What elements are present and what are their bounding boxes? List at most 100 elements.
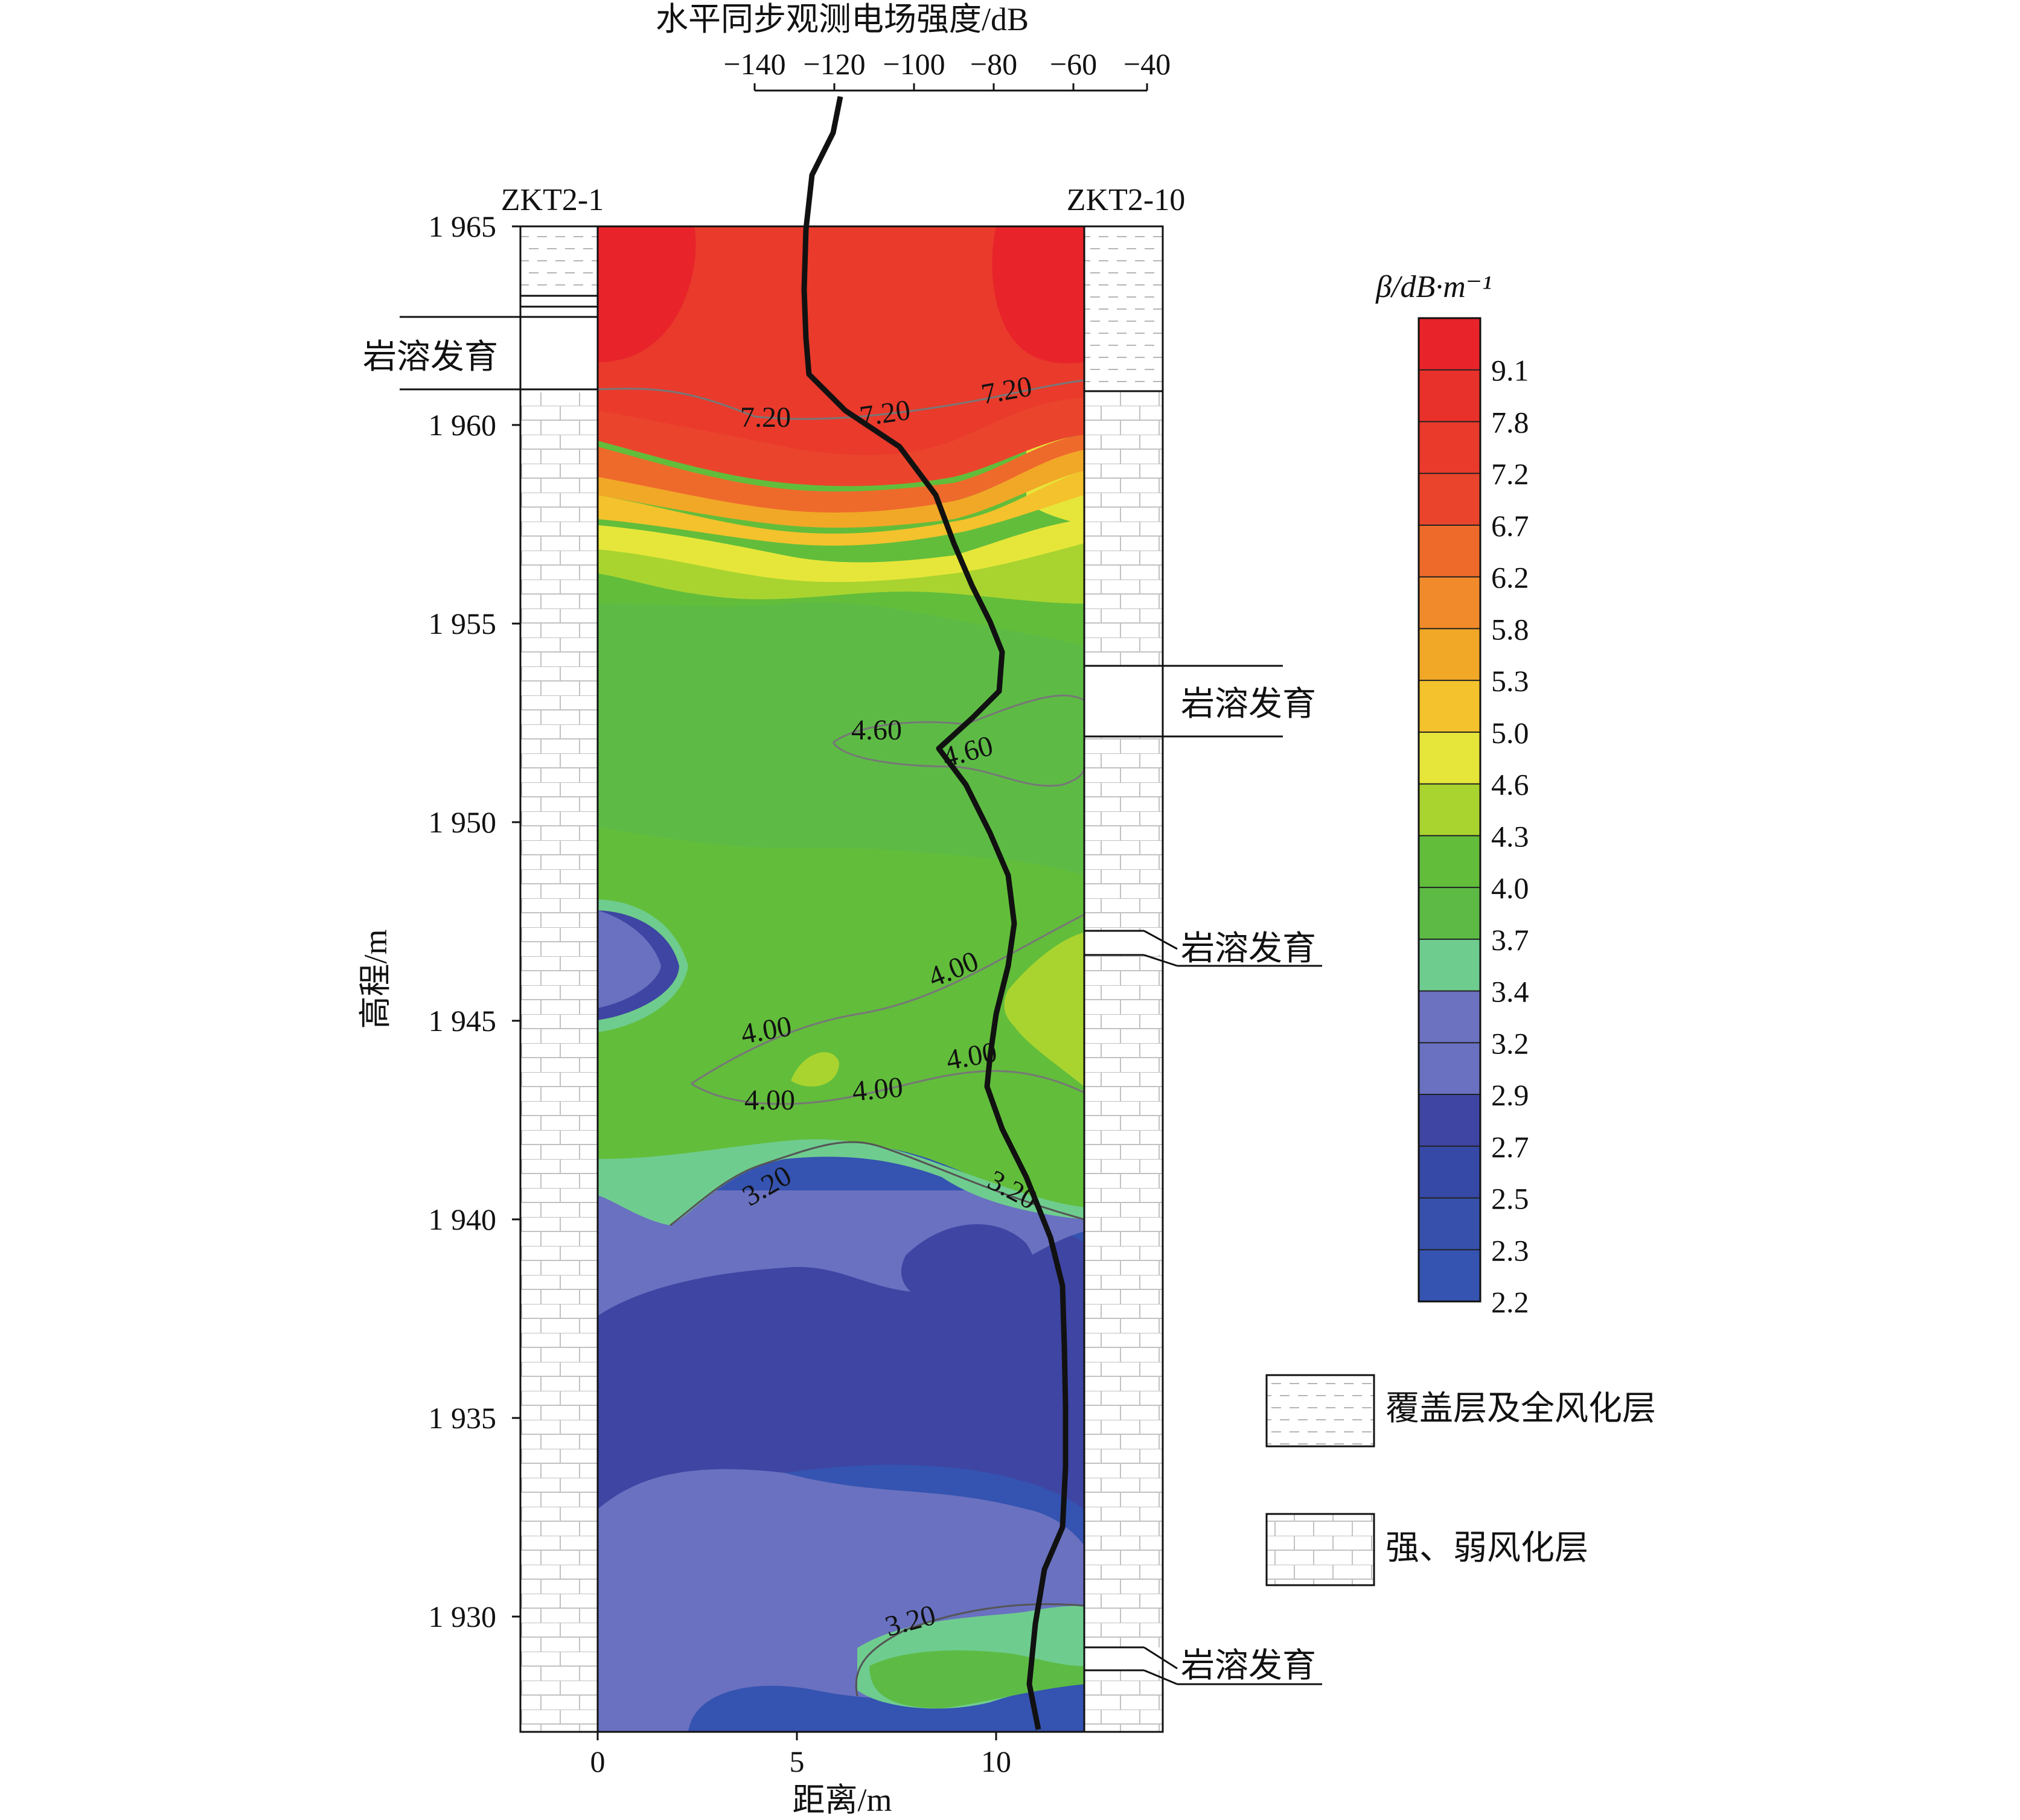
colorbar-cell xyxy=(1419,1094,1480,1147)
contour-band-yellow-green xyxy=(1004,933,1084,1087)
top-axis-tick-label: −40 xyxy=(1123,47,1171,81)
contour-line xyxy=(670,1141,1084,1227)
karst-label: 岩溶发育 xyxy=(1181,686,1316,723)
colorbar-cell xyxy=(1419,525,1480,578)
x-tick-label: 0 xyxy=(590,1745,606,1778)
top-axis: 水平同步观测电场强度/dB −140 −120 −100 −80 −60 −40 xyxy=(656,1,1171,92)
colorbar-label: 6.2 xyxy=(1491,561,1529,595)
legend-label: 强、弱风化层 xyxy=(1386,1530,1588,1567)
contour-band-indigo-patch xyxy=(901,1224,1036,1310)
weathered-layer xyxy=(1084,1670,1163,1732)
contour-label: 7.20 xyxy=(740,401,791,433)
colorbar-label: 5.3 xyxy=(1491,664,1529,698)
callout-line xyxy=(1143,954,1178,967)
contour-band-orange xyxy=(598,447,1084,528)
colorbar-cell xyxy=(1419,1043,1480,1095)
colorbar-cell xyxy=(1419,1146,1480,1199)
overburden-layer xyxy=(1084,226,1163,391)
y-tick-label: 1 960 xyxy=(429,408,497,442)
y-tick-label: 1 965 xyxy=(429,209,497,243)
colorbar-label: 4.3 xyxy=(1491,819,1529,853)
karst-label: 岩溶发育 xyxy=(363,339,498,376)
contour-band-teal xyxy=(598,1139,1084,1225)
colorbar-label: 3.2 xyxy=(1491,1026,1529,1060)
colorbar-cell xyxy=(1419,680,1480,733)
colorbar-cell xyxy=(1419,784,1480,836)
contour-plot xyxy=(598,226,1084,1732)
contour-band-red xyxy=(598,226,1084,455)
overburden-layer xyxy=(520,226,598,296)
legend-swatch-overburden xyxy=(1265,1374,1375,1448)
contour-band-light-green xyxy=(598,602,1084,875)
y-axis-title: 高程/m xyxy=(357,929,394,1029)
y-tick-label: 1 940 xyxy=(429,1202,497,1236)
callout-line xyxy=(1143,930,1178,950)
contour-label: 4.00 xyxy=(851,1071,904,1107)
colorbar-cell xyxy=(1419,1198,1480,1250)
contour-band-yellow-green xyxy=(598,525,1084,604)
colorbar-label: 2.5 xyxy=(1491,1182,1529,1216)
colorbar-label: 2.9 xyxy=(1491,1078,1529,1112)
contour-line xyxy=(855,1603,1084,1697)
contour-line xyxy=(598,379,1084,420)
colorbar-cell xyxy=(1419,1250,1480,1302)
colorbar-cell xyxy=(1419,732,1480,785)
contour-band-orange-red xyxy=(598,435,1084,513)
field-strength-curve xyxy=(801,96,1069,1730)
colorbar-cell xyxy=(1419,369,1480,422)
weathered-layer xyxy=(1084,955,1163,1647)
colorbar-cell xyxy=(1419,991,1480,1043)
callout-line xyxy=(1143,1646,1178,1670)
colorbar-label: 5.0 xyxy=(1491,716,1529,750)
y-tick-label: 1 950 xyxy=(429,805,497,839)
borehole-right-label: ZKT2-10 xyxy=(1067,183,1185,217)
colorbar-label: 6.7 xyxy=(1491,509,1529,543)
legend-label: 覆盖层及全风化层 xyxy=(1386,1390,1656,1428)
karst-zone xyxy=(1084,666,1163,736)
karst-label: 岩溶发育 xyxy=(1181,930,1316,968)
top-axis-title: 水平同步观测电场强度/dB xyxy=(656,1,1029,37)
x-tick-label: 5 xyxy=(790,1745,805,1778)
colorbar-title: β/dB·m⁻¹ xyxy=(1375,270,1492,304)
karst-callouts: 岩溶发育 岩溶发育 岩溶发育 岩溶发育 xyxy=(363,316,1322,1685)
contour-band-bright-red-patch xyxy=(634,270,671,315)
top-axis-tick-label: −120 xyxy=(803,47,865,81)
top-axis-tick-label: −140 xyxy=(723,47,785,81)
y-tick-label: 1 955 xyxy=(429,607,497,640)
weathered-layer xyxy=(1084,736,1163,931)
top-axis-tick-label: −80 xyxy=(970,47,1017,81)
y-axis: 1 965 1 960 1 955 1 950 1 945 1 940 1 93… xyxy=(357,209,520,1633)
colorbar-label: 4.6 xyxy=(1491,768,1529,802)
contour-label: 4.00 xyxy=(744,1084,795,1116)
colorbar-label: 4.0 xyxy=(1491,871,1529,905)
colorbar-cell xyxy=(1419,887,1480,940)
colorbar-label: 2.7 xyxy=(1491,1130,1529,1164)
colorbar-cell xyxy=(1419,835,1480,888)
colorbar-cell xyxy=(1419,421,1480,474)
y-tick-label: 1 945 xyxy=(429,1004,497,1038)
colorbar-cell xyxy=(1419,318,1480,371)
colorbar-cell xyxy=(1419,939,1480,992)
callout-line xyxy=(1143,1669,1178,1685)
x-axis: 0 5 10 距离/m xyxy=(590,1732,1011,1818)
top-axis-tick-label: −60 xyxy=(1050,47,1097,81)
colorbar-label: 3.7 xyxy=(1491,923,1529,957)
x-tick-label: 10 xyxy=(981,1745,1011,1778)
contour-label: 4.60 xyxy=(851,714,902,746)
borehole-left-column xyxy=(519,225,599,1733)
karst-zone xyxy=(520,296,598,392)
y-tick-label: 1 935 xyxy=(429,1401,497,1435)
colorbar-labels: 9.1 7.8 7.2 6.7 6.2 5.8 5.3 5.0 4.6 4.3 4.0 3.7 3.4 3… xyxy=(1491,354,1529,1319)
contour-band-indigo-ring xyxy=(598,910,661,1008)
borehole-right-column xyxy=(1083,225,1164,1733)
colorbar-label: 2.3 xyxy=(1491,1233,1529,1267)
weathered-layer xyxy=(520,392,598,1732)
karst-label: 岩溶发育 xyxy=(1181,1647,1316,1685)
contour-band-yellow-green xyxy=(791,1052,839,1087)
legend-swatch-weathered xyxy=(1265,1513,1375,1586)
colorbar-cell xyxy=(1419,473,1480,526)
colorbar-label: 7.8 xyxy=(1491,405,1529,439)
colorbar-frame xyxy=(1418,317,1481,1303)
colorbar-label: 7.2 xyxy=(1491,457,1529,491)
